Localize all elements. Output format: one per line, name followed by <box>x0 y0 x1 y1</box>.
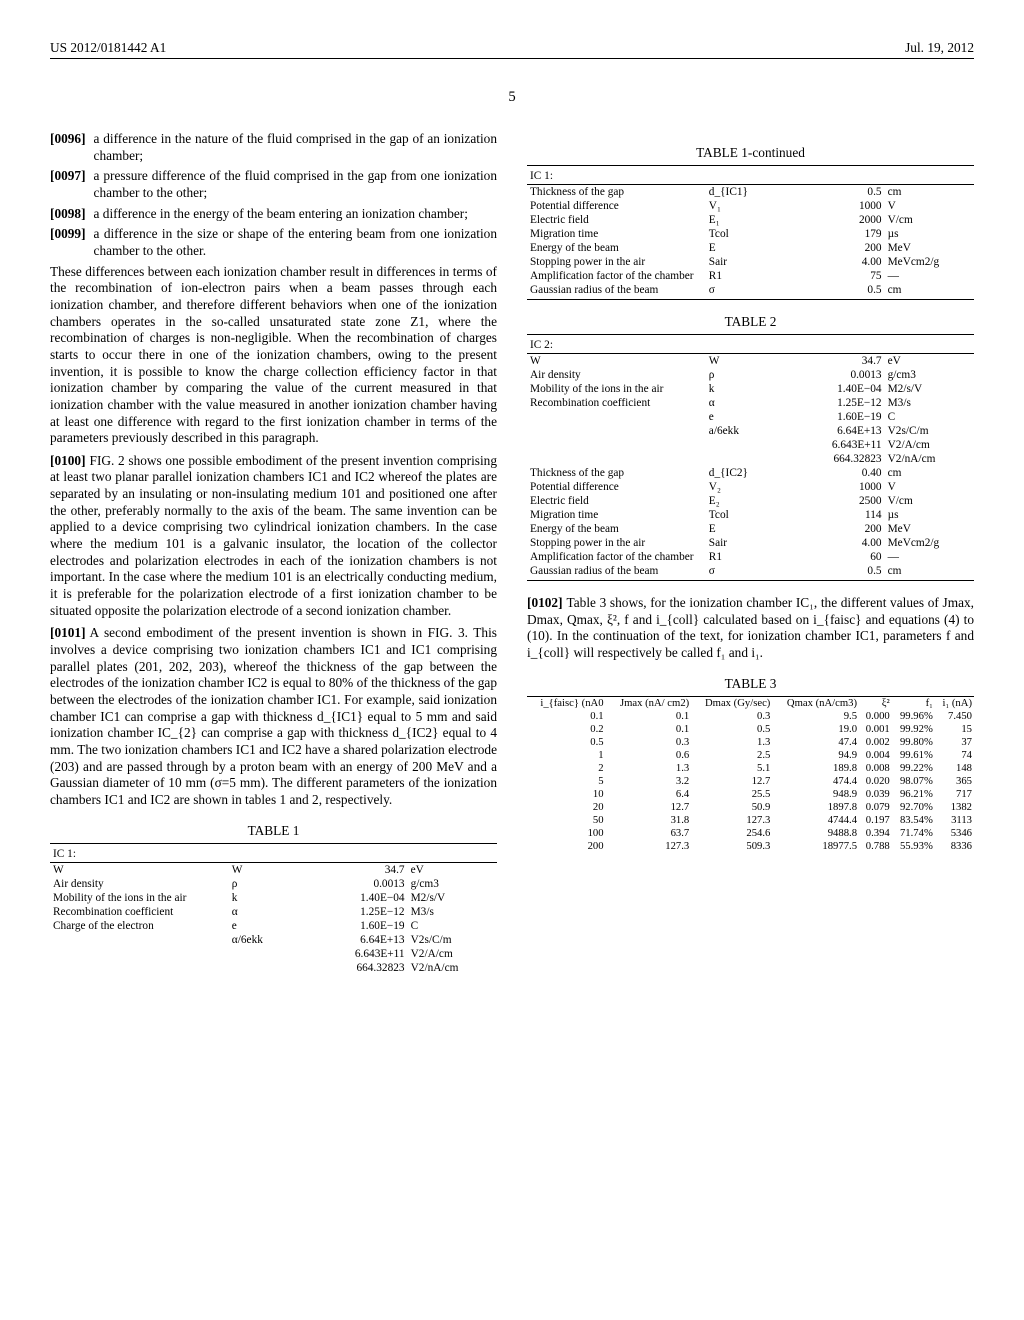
list-item: [0099]a difference in the size or shape … <box>50 226 497 259</box>
table-row: Mobility of the ions in the airk1.40E−04… <box>50 891 497 905</box>
table-header: Dmax (Gy/sec) <box>691 696 772 710</box>
table-row: 200127.3509.318977.50.78855.93%8336 <box>527 840 974 853</box>
table-header: i_{faisc} (nA0 <box>527 696 606 710</box>
table1-continued: IC 1: Thickness of the gapd_{IC1}0.5cmPo… <box>527 165 974 300</box>
body-paragraph-3: [0101]A second embodiment of the present… <box>50 625 497 808</box>
table-row: 0.20.10.519.00.00199.92%15 <box>527 723 974 736</box>
table1: IC 1: WW34.7eVAir densityρ0.0013g/cm3Mob… <box>50 843 497 975</box>
table-row: a/6ekk6.64E+13V2s/C/m <box>527 424 974 438</box>
table-row: Stopping power in the airSair4.00MeVcm2/… <box>527 536 974 550</box>
table-row: Charge of the electrone1.60E−19C <box>50 919 497 933</box>
list-item-text: a difference in the size or shape of the… <box>94 226 497 259</box>
table-row: 6.643E+11V2/A/cm <box>50 947 497 961</box>
table-row: 10.62.594.90.00499.61%74 <box>527 749 974 762</box>
table3: i_{faisc} (nA0Jmax (nA/ cm2)Dmax (Gy/sec… <box>527 696 974 853</box>
page-header: US 2012/0181442 A1 Jul. 19, 2012 <box>50 40 974 59</box>
table-row: 6.643E+11V2/A/cm <box>527 438 974 452</box>
table-row: Electric fieldE₂2500V/cm <box>527 494 974 508</box>
table-row: 664.32823V2/nA/cm <box>527 452 974 466</box>
body-paragraph-2: [0100]FIG. 2 shows one possible embodime… <box>50 453 497 620</box>
paragraph-number: [0101] <box>50 625 86 640</box>
body-paragraph-1: These differences between each ionizatio… <box>50 264 497 447</box>
left-column: [0096]a difference in the nature of the … <box>50 131 497 975</box>
page-number: 5 <box>50 89 974 106</box>
table-row: 664.32823V2/nA/cm <box>50 961 497 975</box>
table-row: 53.212.7474.40.02098.07%365 <box>527 775 974 788</box>
list-item: [0098] a difference in the energy of the … <box>50 206 497 223</box>
table2: IC 2: WW34.7eVAir densityρ0.0013g/cm3Mob… <box>527 334 974 581</box>
table-row: Migration timeTcol114µs <box>527 508 974 522</box>
list-item: [0096]a difference in the nature of the … <box>50 131 497 164</box>
table-row: Air densityρ0.0013g/cm3 <box>527 368 974 382</box>
table-row: Gaussian radius of the beamσ0.5cm <box>527 283 974 297</box>
table-row: 0.10.10.39.50.00099.96%7.450 <box>527 710 974 723</box>
list-item-text: a pressure difference of the fluid compr… <box>94 168 497 201</box>
paragraph-number: [0102] <box>527 595 563 610</box>
table-row: Energy of the beamE200MeV <box>527 241 974 255</box>
table-row: Thickness of the gapd_{IC2}0.40cm <box>527 466 974 480</box>
table-row: α/6ekk6.64E+13V2s/C/m <box>50 933 497 947</box>
table1-caption: TABLE 1 <box>50 823 497 839</box>
table-row: 5031.8127.34744.40.19783.54%3113 <box>527 814 974 827</box>
table-row: WW34.7eV <box>50 862 497 877</box>
table-header: Jmax (nA/ cm2) <box>606 696 692 710</box>
table-header: i₁ (nA) <box>935 696 974 710</box>
table-row: Migration timeTcol179µs <box>527 227 974 241</box>
table-row: Energy of the beamE200MeV <box>527 522 974 536</box>
table-row: 0.50.31.347.40.00299.80%37 <box>527 736 974 749</box>
list-item: [0097]a pressure difference of the fluid… <box>50 168 497 201</box>
table-row: Amplification factor of the chamberR175— <box>527 269 974 283</box>
body-paragraph-right: [0102]Table 3 shows, for the ionization … <box>527 595 974 662</box>
table-row: Stopping power in the airSair4.00MeVcm2/… <box>527 255 974 269</box>
table-row: Electric fieldE₁2000V/cm <box>527 213 974 227</box>
list-item-text: a difference in the nature of the fluid … <box>94 131 497 164</box>
table1-cont-caption: TABLE 1-continued <box>527 145 974 161</box>
table-row: Air densityρ0.0013g/cm3 <box>50 877 497 891</box>
table-header: f₁ <box>892 696 935 710</box>
table-row: 106.425.5948.90.03996.21%717 <box>527 788 974 801</box>
table3-caption: TABLE 3 <box>527 676 974 692</box>
table-row: Gaussian radius of the beamσ0.5cm <box>527 564 974 578</box>
table-row: WW34.7eV <box>527 354 974 369</box>
table2-caption: TABLE 2 <box>527 314 974 330</box>
table-row: 21.35.1189.80.00899.22%148 <box>527 762 974 775</box>
table-row: Amplification factor of the chamberR160— <box>527 550 974 564</box>
table-header: ξ² <box>859 696 892 710</box>
list-item-text: a difference in the energy of the beam e… <box>94 206 468 223</box>
table-row: Potential differenceV₁1000V <box>527 199 974 213</box>
table-header: Qmax (nA/cm3) <box>772 696 859 710</box>
paragraph-number: [0097] <box>50 168 86 201</box>
right-column: TABLE 1-continued IC 1: Thickness of the… <box>527 131 974 975</box>
table-row: Mobility of the ions in the airk1.40E−04… <box>527 382 974 396</box>
table-row: 2012.750.91897.80.07992.70%1382 <box>527 801 974 814</box>
paragraph-number: [0100] <box>50 453 86 468</box>
table-row: e1.60E−19C <box>527 410 974 424</box>
table-row: Recombination coefficientα1.25E−12M3/s <box>50 905 497 919</box>
paragraph-number: [0098] <box>50 206 86 223</box>
table-row: Potential differenceV₂1000V <box>527 480 974 494</box>
paragraph-number: [0096] <box>50 131 86 164</box>
table-row: Thickness of the gapd_{IC1}0.5cm <box>527 185 974 200</box>
publication-number: US 2012/0181442 A1 <box>50 40 166 56</box>
table-row: Recombination coefficientα1.25E−12M3/s <box>527 396 974 410</box>
table-row: 10063.7254.69488.80.39471.74%5346 <box>527 827 974 840</box>
paragraph-number: [0099] <box>50 226 86 259</box>
publication-date: Jul. 19, 2012 <box>905 40 974 56</box>
